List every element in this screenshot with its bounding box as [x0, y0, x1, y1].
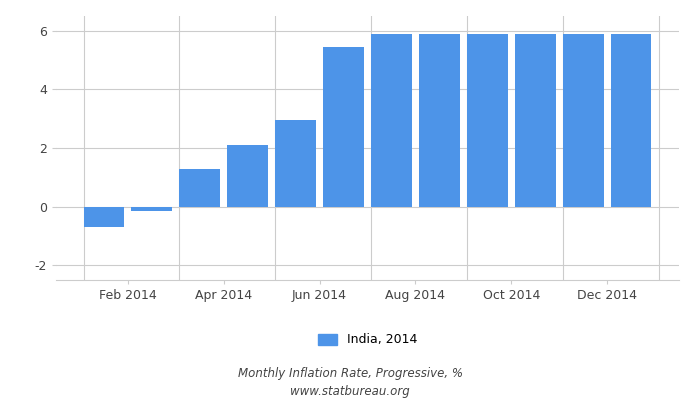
Bar: [610, 34, 652, 207]
Bar: [228, 145, 268, 207]
Bar: [371, 34, 412, 207]
Bar: [275, 120, 316, 207]
Legend: India, 2014: India, 2014: [313, 328, 422, 352]
Bar: [179, 170, 220, 207]
Text: www.statbureau.org: www.statbureau.org: [290, 386, 410, 398]
Text: Monthly Inflation Rate, Progressive, %: Monthly Inflation Rate, Progressive, %: [237, 368, 463, 380]
Bar: [467, 34, 508, 207]
Bar: [323, 47, 364, 207]
Bar: [563, 34, 603, 207]
Bar: [419, 34, 460, 207]
Bar: [132, 207, 172, 211]
Bar: [83, 207, 125, 227]
Bar: [515, 34, 556, 207]
